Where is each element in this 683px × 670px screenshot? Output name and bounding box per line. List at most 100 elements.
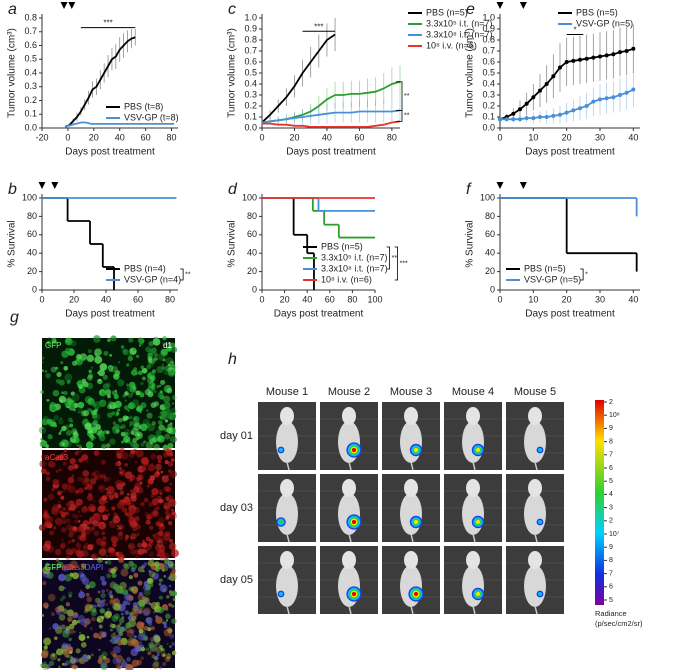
legend-label: PBS (n=5) bbox=[524, 263, 566, 273]
texture bbox=[76, 619, 81, 624]
y-axis-label: Tumor volume (cm³) bbox=[7, 28, 18, 118]
texture bbox=[86, 408, 91, 412]
texture bbox=[139, 423, 148, 432]
texture bbox=[92, 520, 99, 527]
texture bbox=[62, 442, 65, 446]
texture bbox=[61, 538, 64, 541]
mouse-body bbox=[276, 493, 298, 535]
texture bbox=[68, 637, 72, 642]
mouse-tail bbox=[410, 533, 414, 543]
texture bbox=[106, 476, 112, 482]
texture bbox=[55, 378, 61, 384]
texture bbox=[71, 420, 74, 423]
texture bbox=[107, 607, 110, 611]
series-line bbox=[261, 33, 336, 124]
texture bbox=[137, 474, 144, 481]
texture bbox=[172, 512, 176, 516]
channel: DAPI bbox=[85, 563, 104, 572]
texture bbox=[122, 415, 129, 421]
texture bbox=[157, 391, 164, 399]
texture bbox=[50, 421, 56, 427]
texture bbox=[76, 359, 80, 363]
texture bbox=[89, 478, 97, 485]
texture bbox=[83, 477, 90, 483]
marker bbox=[631, 46, 636, 51]
texture bbox=[96, 378, 103, 385]
texture bbox=[52, 389, 60, 397]
x-tick-label: 20 bbox=[69, 294, 79, 304]
significance-label: ** bbox=[185, 271, 191, 278]
texture bbox=[137, 566, 144, 573]
panel-letter: f bbox=[466, 181, 472, 198]
texture bbox=[123, 500, 126, 503]
texture bbox=[141, 564, 146, 569]
signal-ring bbox=[279, 448, 283, 452]
marker bbox=[611, 52, 616, 57]
texture bbox=[130, 630, 133, 634]
signal-ring bbox=[476, 592, 480, 596]
texture bbox=[90, 653, 94, 657]
texture bbox=[100, 399, 104, 403]
channel-label: GFPaCas3DAPI bbox=[45, 563, 103, 572]
texture bbox=[116, 524, 119, 528]
texture bbox=[65, 555, 71, 561]
texture bbox=[171, 650, 177, 656]
marker bbox=[618, 50, 622, 55]
texture bbox=[161, 568, 165, 572]
texture bbox=[142, 569, 145, 573]
marker bbox=[544, 115, 549, 119]
texture bbox=[132, 545, 136, 549]
texture bbox=[168, 499, 177, 508]
texture bbox=[165, 496, 170, 501]
marker bbox=[551, 113, 556, 118]
texture bbox=[171, 590, 178, 597]
texture bbox=[136, 621, 144, 630]
texture bbox=[143, 549, 148, 554]
texture bbox=[98, 518, 102, 521]
texture bbox=[61, 452, 66, 457]
texture bbox=[62, 507, 67, 512]
y-tick-label: 0.7 bbox=[24, 26, 37, 36]
texture bbox=[169, 435, 177, 443]
texture bbox=[112, 602, 120, 611]
texture bbox=[130, 563, 138, 570]
texture bbox=[128, 575, 133, 580]
texture bbox=[100, 663, 108, 670]
texture bbox=[104, 389, 112, 396]
texture bbox=[116, 533, 124, 541]
legend-label: 3.3x10⁵ i.t. (n=7) bbox=[321, 252, 388, 262]
mouse-head bbox=[404, 407, 418, 425]
texture bbox=[158, 578, 163, 583]
texture bbox=[79, 514, 82, 517]
texture bbox=[127, 355, 134, 362]
mouse-body bbox=[524, 493, 546, 535]
texture bbox=[149, 475, 156, 481]
panel-letter: a bbox=[8, 1, 17, 18]
marker bbox=[624, 90, 629, 95]
texture bbox=[110, 597, 117, 604]
texture bbox=[50, 462, 57, 468]
texture bbox=[109, 438, 116, 445]
signal-ring bbox=[414, 448, 418, 452]
texture bbox=[140, 502, 145, 507]
texture bbox=[101, 495, 108, 501]
texture bbox=[168, 521, 173, 526]
texture bbox=[171, 508, 174, 512]
texture bbox=[120, 480, 124, 485]
texture bbox=[124, 399, 127, 402]
texture bbox=[165, 364, 172, 372]
texture bbox=[80, 641, 87, 648]
marker bbox=[524, 101, 529, 106]
texture bbox=[61, 518, 67, 525]
x-axis-label: Days post treatment bbox=[525, 147, 615, 158]
y-tick-label: 0.4 bbox=[24, 67, 37, 77]
texture bbox=[108, 367, 113, 372]
texture bbox=[163, 624, 167, 629]
significance-bracket bbox=[394, 246, 398, 281]
mouse-head bbox=[280, 407, 294, 425]
y-tick-label: 0.0 bbox=[24, 122, 37, 132]
texture bbox=[168, 542, 177, 551]
y-tick-label: 0.2 bbox=[24, 95, 37, 105]
y-axis-label: % Survival bbox=[7, 220, 18, 267]
texture bbox=[165, 357, 174, 365]
